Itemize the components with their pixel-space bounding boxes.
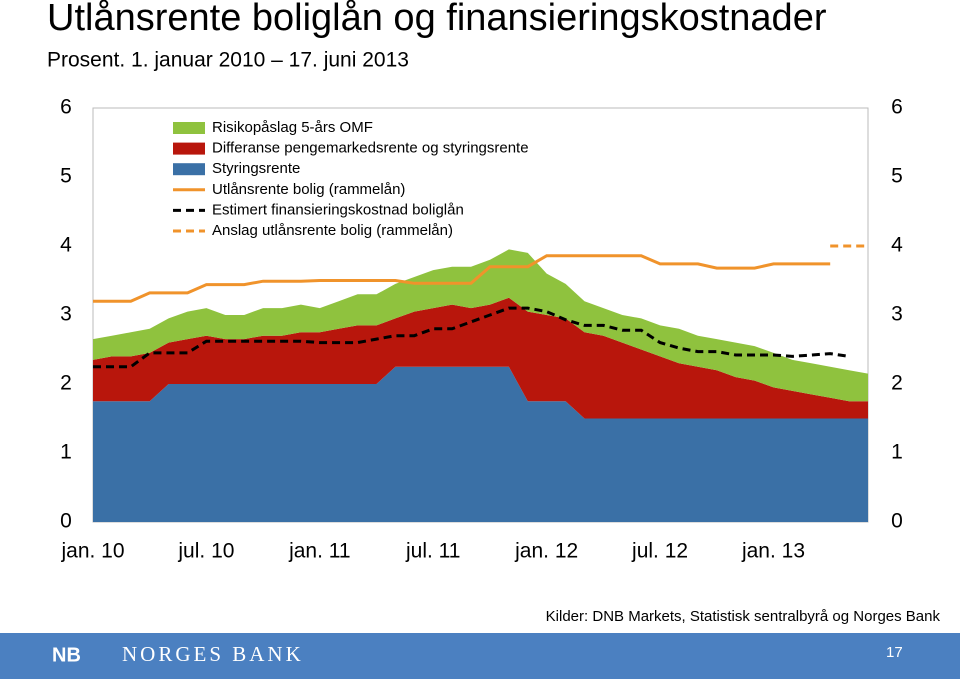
chart-subtitle: Prosent. 1. januar 2010 – 17. juni 2013 [47,49,409,72]
area [93,249,868,402]
area [93,366,868,522]
y-tick-label: 0 [60,510,72,533]
legend-label: Anslag utlånsrente bolig (rammelån) [212,222,453,239]
line [93,254,831,303]
y-tick-label: 4 [60,234,72,257]
footer-bank: NORGES BANK [122,642,304,666]
source: Kilder: DNB Markets, Statistisk sentralb… [546,608,941,625]
x-tick-label: jan. 11 [288,540,351,563]
x-tick-label: jan. 12 [514,540,578,563]
x-tick-label: jul. 10 [177,540,234,563]
legend-swatch [173,142,205,155]
legend-label: Differanse pengemarkedsrente og styrings… [212,140,529,157]
page-number: 17 [886,644,903,661]
y-tick-label: 5 [60,165,72,188]
y2-tick-label: 6 [891,96,903,119]
y2-tick-label: 5 [891,165,903,188]
y-tick-label: 2 [60,372,72,395]
y-tick-label: 3 [60,303,72,326]
footer-bar [0,633,960,679]
legend-label: Risikopåslag 5-års OMF [212,119,373,136]
legend-label: Styringsrente [212,160,300,177]
line [93,306,850,369]
y2-tick-label: 4 [891,234,903,257]
y2-tick-label: 3 [891,303,903,326]
y2-tick-label: 1 [891,441,903,464]
legend-swatch [173,163,205,176]
y2-tick-label: 0 [891,510,903,533]
x-tick-label: jul. 11 [405,540,460,563]
plot-area: 0 1 2 3 4 5 6 0 1 2 3 4 5 6 jan. 10 jul. 10 jan. 11 jul. … [60,96,903,563]
y-tick-label: 1 [60,441,72,464]
area [93,297,868,419]
legend-swatch [173,122,205,134]
y2-tick-label: 2 [891,372,903,395]
x-tick-label: jul. 12 [631,540,688,563]
legend-label: Utlånsrente bolig (rammelån) [212,181,405,198]
chart-title: Utlånsrente boliglån og finansieringskos… [47,0,827,39]
footer-logo: NB [52,644,81,666]
x-tick-label: jan. 13 [741,540,805,563]
legend-label: Estimert finansieringskostnad boliglån [212,201,464,218]
y-tick-label: 6 [60,96,72,119]
x-tick-label: jan. 10 [60,540,124,563]
